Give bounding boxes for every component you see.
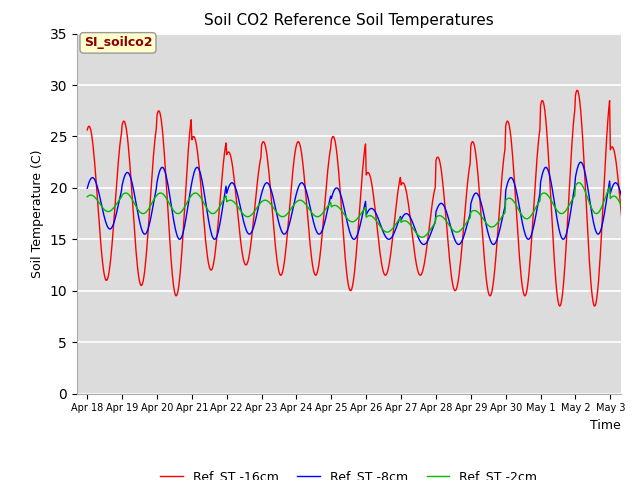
Ref_ST -16cm	[556, 303, 563, 309]
Line: Ref_ST -2cm: Ref_ST -2cm	[87, 183, 640, 237]
Ref_ST -2cm	[575, 180, 583, 186]
Text: SI_soilco2: SI_soilco2	[84, 36, 152, 49]
Ref_ST -16cm	[300, 169, 308, 175]
Ref_ST -8cm	[279, 230, 287, 236]
Ref_ST -16cm	[573, 87, 580, 93]
Ref_ST -8cm	[577, 159, 584, 165]
Legend: Ref_ST -16cm, Ref_ST -8cm, Ref_ST -2cm: Ref_ST -16cm, Ref_ST -8cm, Ref_ST -2cm	[156, 465, 542, 480]
Ref_ST -8cm	[83, 185, 91, 191]
Ref_ST -2cm	[456, 228, 463, 234]
Y-axis label: Soil Temperature (C): Soil Temperature (C)	[31, 149, 44, 278]
Ref_ST -8cm	[252, 219, 259, 225]
Ref_ST -16cm	[279, 269, 287, 275]
Ref_ST -8cm	[420, 241, 428, 247]
Ref_ST -16cm	[454, 276, 462, 282]
Line: Ref_ST -16cm: Ref_ST -16cm	[87, 90, 640, 306]
Ref_ST -16cm	[83, 127, 91, 133]
Ref_ST -2cm	[252, 207, 259, 213]
Ref_ST -2cm	[424, 230, 432, 236]
Ref_ST -8cm	[456, 241, 463, 247]
Ref_ST -2cm	[149, 199, 157, 204]
Ref_ST -16cm	[149, 163, 157, 169]
Ref_ST -2cm	[279, 214, 287, 219]
X-axis label: Time: Time	[590, 419, 621, 432]
Ref_ST -2cm	[300, 199, 308, 205]
Ref_ST -8cm	[149, 205, 157, 211]
Ref_ST -2cm	[83, 194, 91, 200]
Ref_ST -16cm	[424, 240, 431, 246]
Ref_ST -16cm	[252, 201, 259, 207]
Ref_ST -2cm	[419, 234, 426, 240]
Line: Ref_ST -8cm: Ref_ST -8cm	[87, 162, 640, 244]
Ref_ST -8cm	[300, 181, 308, 187]
Ref_ST -8cm	[424, 237, 432, 243]
Title: Soil CO2 Reference Soil Temperatures: Soil CO2 Reference Soil Temperatures	[204, 13, 493, 28]
